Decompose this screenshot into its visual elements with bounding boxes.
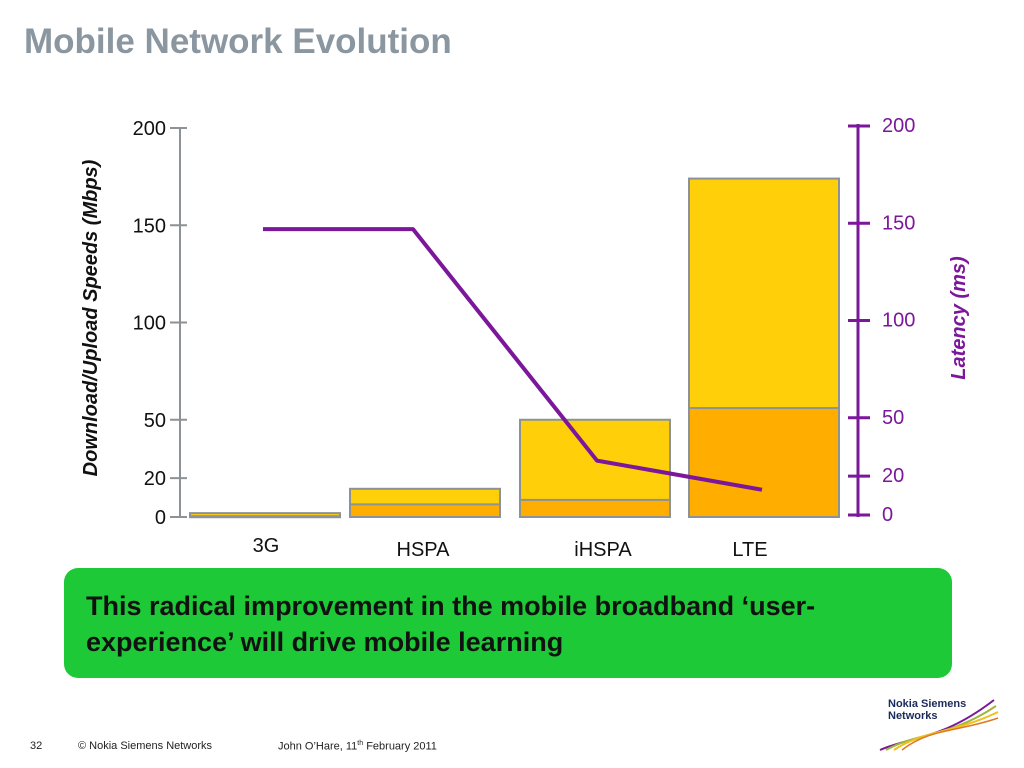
callout-box: This radical improvement in the mobile b… <box>64 568 952 678</box>
logo-swoosh-icon <box>879 699 999 751</box>
left-tick-label: 200 <box>133 118 166 140</box>
bar-3g-series-1 <box>189 515 341 519</box>
nokia-siemens-logo: Nokia Siemens Networks <box>872 692 1002 754</box>
left-y-axis: 0 20 50 100 150 200 <box>133 118 187 529</box>
footer-author: John O’Hare, 11 <box>278 740 358 753</box>
latency-line-group <box>263 227 763 492</box>
left-axis-title: Download/Upload Speeds (Mbps) <box>80 159 102 476</box>
right-tick-label: 50 <box>882 407 904 429</box>
logo-text: Nokia Siemens Networks <box>888 698 967 722</box>
x-label-3g: 3G <box>253 535 280 557</box>
right-tick-label: 20 <box>882 465 904 487</box>
footer-date: February 2011 <box>363 740 437 753</box>
right-tick-label: 150 <box>882 212 915 234</box>
left-tick-label: 20 <box>144 468 166 490</box>
left-tick-label: 150 <box>133 215 166 237</box>
callout-text: This radical improvement in the mobile b… <box>86 591 816 657</box>
bar-hspa-series-1 <box>349 503 501 519</box>
right-y-axis: 0 20 50 100 150 200 <box>848 115 915 526</box>
footer-copyright: © Nokia Siemens Networks <box>78 740 213 752</box>
x-label-ihspa: iHSPA <box>574 539 632 561</box>
right-tick-label: 100 <box>882 310 915 332</box>
bars <box>189 177 840 519</box>
x-label-hspa: HSPA <box>397 539 451 561</box>
footer-author-date: John O’Hare, 11th February 2011 <box>278 740 437 753</box>
slide-title: Mobile Network Evolution <box>24 22 452 61</box>
x-axis-labels: 3G HSPA iHSPA LTE <box>253 535 768 561</box>
speed-latency-chart: 0 20 50 100 150 200 0 20 50 100 150 200 3G HSPA iHSP… <box>80 115 970 561</box>
right-tick-label: 200 <box>882 115 915 137</box>
right-tick-label: 0 <box>882 504 893 526</box>
bar-ihspa-series-1 <box>519 498 671 519</box>
right-axis-title: Latency (ms) <box>948 256 970 380</box>
x-label-lte: LTE <box>732 539 767 561</box>
footer-date-suffix: th <box>357 740 364 747</box>
left-tick-label: 50 <box>144 410 166 432</box>
left-tick-label: 100 <box>133 313 166 335</box>
latency-line <box>263 227 763 492</box>
page-number: 32 <box>30 740 43 752</box>
bar-lte-series-1 <box>688 407 840 518</box>
left-tick-label: 0 <box>155 507 166 529</box>
